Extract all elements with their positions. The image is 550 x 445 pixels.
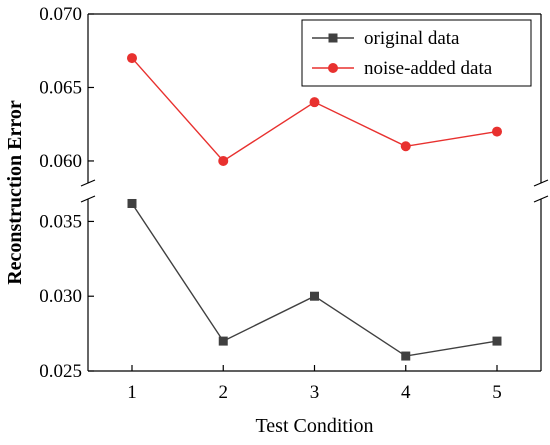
- x-tick-label: 1: [127, 382, 137, 403]
- y-tick-label: 0.030: [39, 286, 82, 307]
- data-point-circle: [309, 97, 320, 108]
- data-point-square: [310, 291, 319, 301]
- x-axis-title: Test Condition: [255, 415, 373, 437]
- axis-break-mark: [80, 179, 96, 187]
- y-tick-label: 0.060: [39, 151, 82, 172]
- data-point-circle: [400, 141, 411, 152]
- data-point-circle: [127, 53, 137, 64]
- x-tick-label: 4: [401, 382, 411, 403]
- x-tick-label: 3: [310, 382, 320, 403]
- data-point-square: [218, 336, 228, 346]
- y-tick-label: 0.025: [39, 361, 82, 382]
- legend-label: original data: [364, 28, 460, 49]
- data-point-circle: [492, 126, 502, 137]
- plot-area: 0.025 0.030 0.035 0.060 0.065 0.070 1 2 3 4 5 origi…: [39, 4, 549, 403]
- legend-label: noise-added data: [364, 58, 493, 79]
- legend-marker-square: [328, 33, 338, 43]
- y-axis-title: Reconstruction Error: [4, 100, 26, 285]
- legend-marker-circle: [328, 63, 338, 73]
- data-point-square: [127, 198, 137, 208]
- legend-box: [301, 19, 532, 87]
- axis-break-mark: [533, 179, 549, 187]
- data-point-square: [492, 336, 502, 346]
- y-tick-label: 0.065: [39, 77, 82, 98]
- y-tick-label: 0.070: [39, 4, 82, 25]
- axis-break-mark: [533, 195, 549, 203]
- x-tick-label: 2: [219, 382, 229, 403]
- series-line-original: [131, 203, 498, 357]
- data-point-circle: [218, 155, 229, 166]
- axis-break-mark: [80, 195, 96, 203]
- data-point-square: [401, 351, 411, 361]
- x-tick-label: 5: [492, 382, 502, 403]
- y-tick-label: 0.035: [39, 211, 82, 232]
